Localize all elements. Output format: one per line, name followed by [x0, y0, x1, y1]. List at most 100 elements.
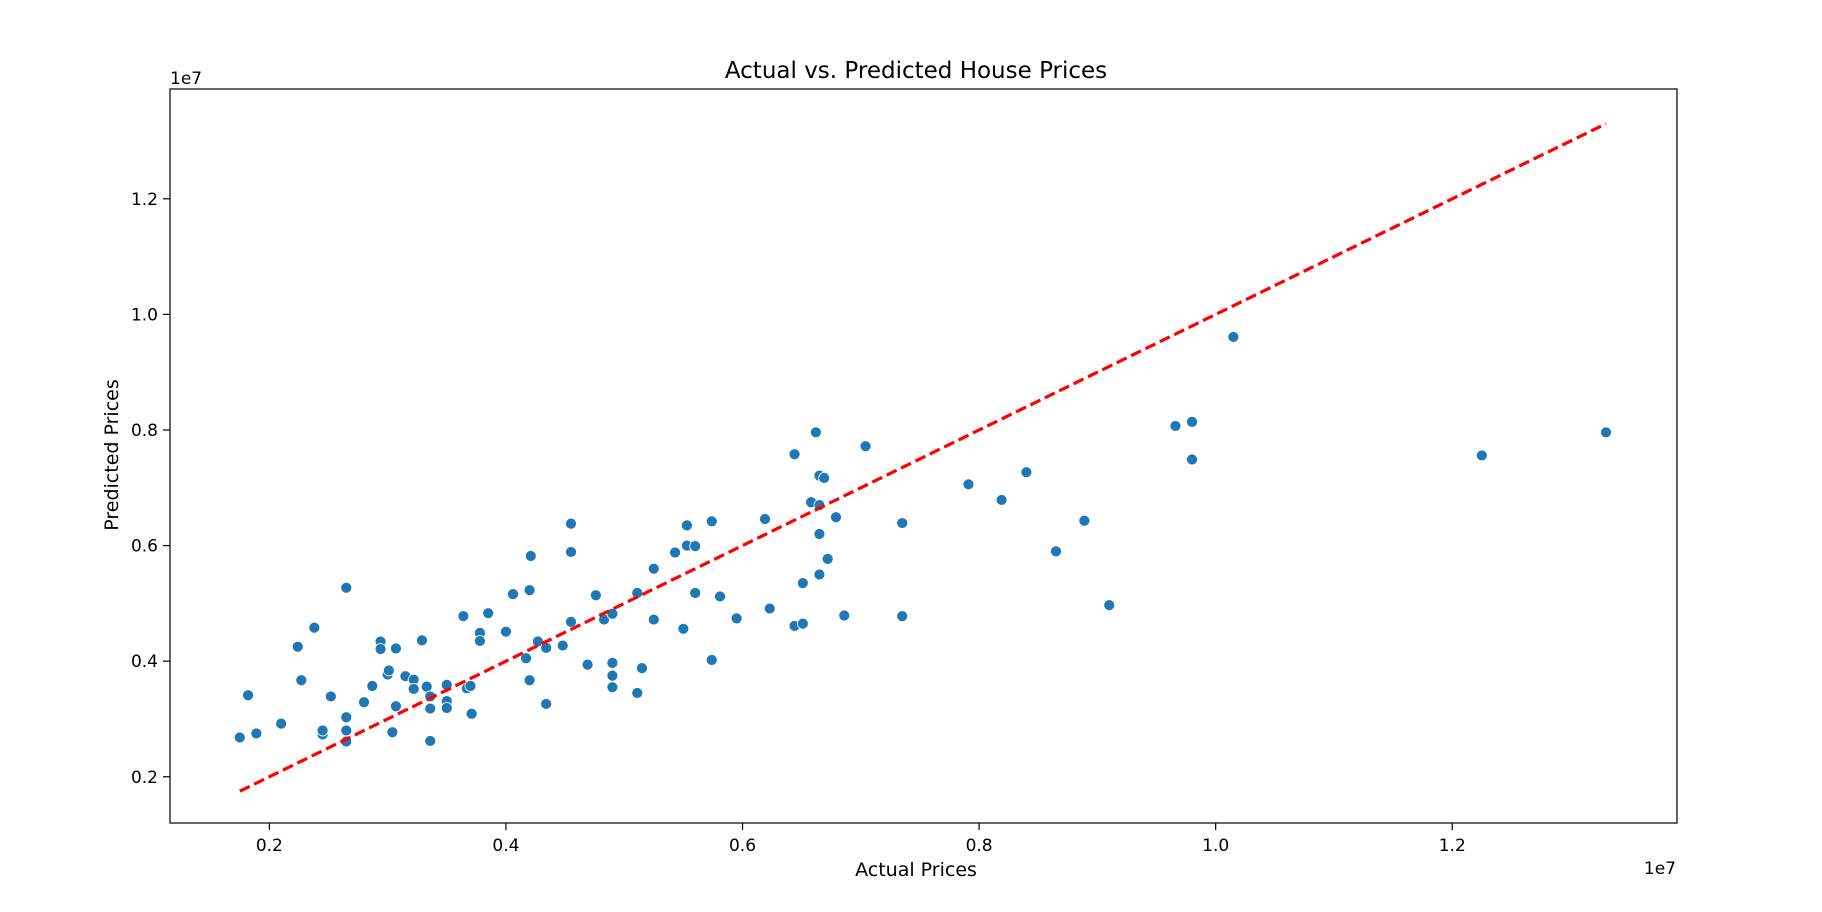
data-point — [796, 577, 809, 590]
data-point — [813, 528, 826, 540]
data-point — [1186, 453, 1198, 466]
data-point — [316, 724, 329, 737]
data-point — [962, 478, 975, 491]
data-point — [500, 625, 512, 638]
data-point — [565, 517, 577, 530]
data-point — [482, 607, 495, 620]
data-point — [796, 617, 809, 630]
data-point — [465, 707, 478, 720]
data-point — [540, 698, 553, 710]
data-point — [714, 590, 726, 603]
chart-title: Actual vs. Predicted House Prices — [725, 58, 1107, 84]
data-point — [390, 642, 402, 655]
data-point — [407, 683, 420, 695]
reference-line — [239, 122, 1607, 793]
data-point — [589, 589, 602, 602]
data-point — [242, 689, 254, 702]
data-point — [821, 552, 834, 565]
x-tick-label: 0.6 — [729, 836, 756, 856]
data-point — [631, 687, 644, 699]
data-point — [1169, 420, 1182, 432]
data-point — [374, 643, 387, 655]
data-point — [340, 724, 353, 737]
y-tick-label: 0.8 — [131, 421, 158, 441]
x-tick-label: 0.2 — [256, 836, 283, 856]
data-point — [809, 426, 822, 439]
data-point — [424, 702, 437, 715]
data-point — [1020, 466, 1033, 479]
y-axis-offset-label: 1e7 — [170, 69, 202, 89]
x-axis-offset-label: 1e7 — [1644, 859, 1676, 879]
data-point — [689, 587, 702, 599]
data-point — [275, 717, 288, 730]
y-axis-label: Predicted Prices — [101, 379, 123, 530]
data-point — [1050, 545, 1062, 558]
data-point — [647, 613, 660, 626]
data-point — [813, 568, 826, 581]
data-point — [1186, 416, 1198, 428]
data-point — [565, 615, 577, 628]
data-point — [730, 612, 743, 625]
data-point — [366, 680, 379, 692]
data-point — [669, 546, 681, 559]
data-point — [424, 735, 437, 747]
data-point — [295, 674, 308, 687]
data-point — [340, 581, 353, 594]
x-tick-label: 1.0 — [1202, 836, 1229, 856]
y-tick-label: 0.6 — [131, 537, 158, 557]
data-point — [457, 610, 470, 622]
data-point — [681, 519, 693, 532]
data-point — [308, 621, 321, 634]
data-point — [324, 690, 337, 703]
x-tick-label: 0.8 — [966, 836, 993, 856]
data-point — [524, 550, 537, 562]
data-point — [1078, 514, 1091, 527]
y-tick-label: 1.2 — [131, 190, 158, 210]
data-point — [647, 562, 660, 575]
data-point — [896, 610, 909, 622]
data-point — [606, 681, 619, 694]
data-point — [520, 652, 532, 665]
data-point — [788, 448, 801, 461]
data-point — [556, 639, 569, 652]
x-axis-label: Actual Prices — [855, 859, 977, 881]
data-point — [705, 654, 718, 666]
data-point — [1227, 331, 1240, 343]
data-points — [233, 331, 1612, 748]
data-point — [636, 662, 648, 675]
x-tick-label: 0.4 — [492, 836, 519, 856]
y-tick-label: 0.4 — [131, 652, 158, 672]
data-point — [233, 731, 246, 744]
data-point — [1600, 426, 1612, 439]
data-point — [1103, 599, 1116, 612]
data-point — [830, 511, 842, 524]
axis-ticks: 0.2 0.4 0.6 0.8 1.0 1.2 0.2 0.4 0.6 0.8 1.0 1.2 — [131, 190, 1466, 856]
data-point — [390, 700, 402, 713]
data-point — [759, 513, 771, 525]
x-tick-label: 1.2 — [1439, 836, 1466, 856]
data-point — [995, 494, 1008, 506]
data-point — [440, 702, 453, 714]
data-point — [859, 440, 872, 453]
data-point — [291, 640, 304, 653]
data-point — [386, 726, 399, 739]
data-point — [250, 727, 263, 740]
data-point — [763, 602, 776, 615]
data-point — [523, 584, 536, 596]
data-point — [606, 669, 619, 682]
data-point — [606, 657, 619, 669]
data-point — [507, 588, 519, 601]
data-point — [581, 658, 594, 671]
data-point — [838, 609, 851, 622]
data-point — [420, 680, 433, 693]
data-point — [565, 546, 577, 558]
data-point — [358, 696, 370, 709]
data-point — [705, 515, 718, 528]
y-tick-label: 1.0 — [131, 305, 158, 325]
data-point — [818, 472, 831, 484]
plot-area-frame — [169, 88, 1678, 824]
data-point — [523, 674, 536, 687]
data-point — [896, 517, 909, 529]
data-point — [416, 634, 428, 647]
